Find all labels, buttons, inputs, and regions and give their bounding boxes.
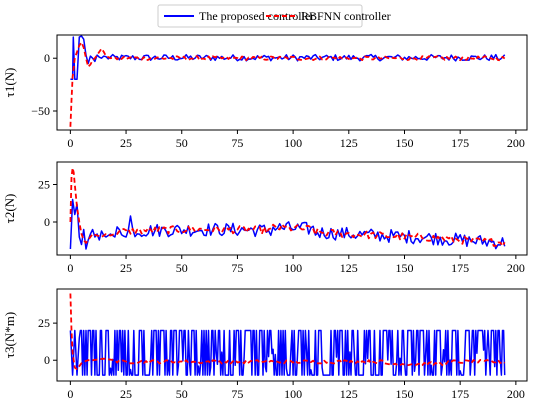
x-tick-label: 175 <box>451 136 469 150</box>
series-rbfnn-line <box>69 167 506 247</box>
x-tick-label: 125 <box>340 261 358 275</box>
x-tick-label: 125 <box>340 136 358 150</box>
x-tick-label: 150 <box>395 261 413 275</box>
x-tick-label: 25 <box>120 261 132 275</box>
legend-label-proposed: The proposed controller <box>199 9 314 23</box>
x-tick-label: 0 <box>67 387 73 401</box>
y-tick-label: 0 <box>44 215 50 229</box>
x-tick-label: 200 <box>507 387 525 401</box>
x-tick-label: 125 <box>340 387 358 401</box>
subplot-1: 0 25 50 75 100 125 150 175 200 0 −50 τ1(N) <box>2 34 528 150</box>
y-axis-label: τ2(N) <box>2 194 17 224</box>
x-tick-label: 100 <box>284 136 302 150</box>
x-tick-label: 50 <box>176 261 188 275</box>
subplot-3: 0 25 50 75 100 125 150 175 200 25 0 τ3(N*m) <box>2 288 528 401</box>
x-tick-label: 200 <box>507 136 525 150</box>
y-tick-label: −50 <box>31 104 50 118</box>
series-group <box>69 293 506 376</box>
series-group <box>69 35 506 127</box>
x-tick-label: 0 <box>67 136 73 150</box>
x-tick-label: 75 <box>231 387 243 401</box>
axes-frame <box>56 288 528 382</box>
y-tick-label: 25 <box>38 178 50 192</box>
x-tick-label: 0 <box>67 261 73 275</box>
legend-label-rbfnn: RBFNN controller <box>301 9 391 23</box>
x-tick-label: 25 <box>120 387 132 401</box>
x-tick-label: 200 <box>507 261 525 275</box>
subplot-2: 0 25 50 75 100 125 150 175 200 25 0 τ2(N) <box>2 161 528 275</box>
x-tick-label: 50 <box>176 136 188 150</box>
x-tick-label: 150 <box>395 136 413 150</box>
x-tick-label: 75 <box>231 261 243 275</box>
x-tick-label: 100 <box>284 261 302 275</box>
x-tick-label: 175 <box>451 261 469 275</box>
y-tick-label: 25 <box>38 316 50 330</box>
series-proposed-line <box>69 198 506 250</box>
axes-frame <box>56 34 528 131</box>
legend: The proposed controller RBFNN controller <box>157 4 391 28</box>
axes-frame <box>56 161 528 256</box>
y-tick-label: 0 <box>44 51 50 65</box>
x-tick-label: 150 <box>395 387 413 401</box>
series-rbfnn-line <box>69 293 506 370</box>
y-axis-label: τ1(N) <box>2 68 17 98</box>
x-tick-label: 50 <box>176 387 188 401</box>
series-rbfnn-line <box>69 41 506 127</box>
x-tick-label: 100 <box>284 387 302 401</box>
y-tick-label: 0 <box>44 353 50 367</box>
x-tick-label: 25 <box>120 136 132 150</box>
series-group <box>69 167 506 250</box>
y-axis-label: τ3(N*m) <box>2 312 17 358</box>
x-tick-label: 75 <box>231 136 243 150</box>
series-proposed-line <box>69 329 506 376</box>
series-proposed-line <box>70 35 506 81</box>
legend-box <box>157 4 363 28</box>
x-tick-label: 175 <box>451 387 469 401</box>
